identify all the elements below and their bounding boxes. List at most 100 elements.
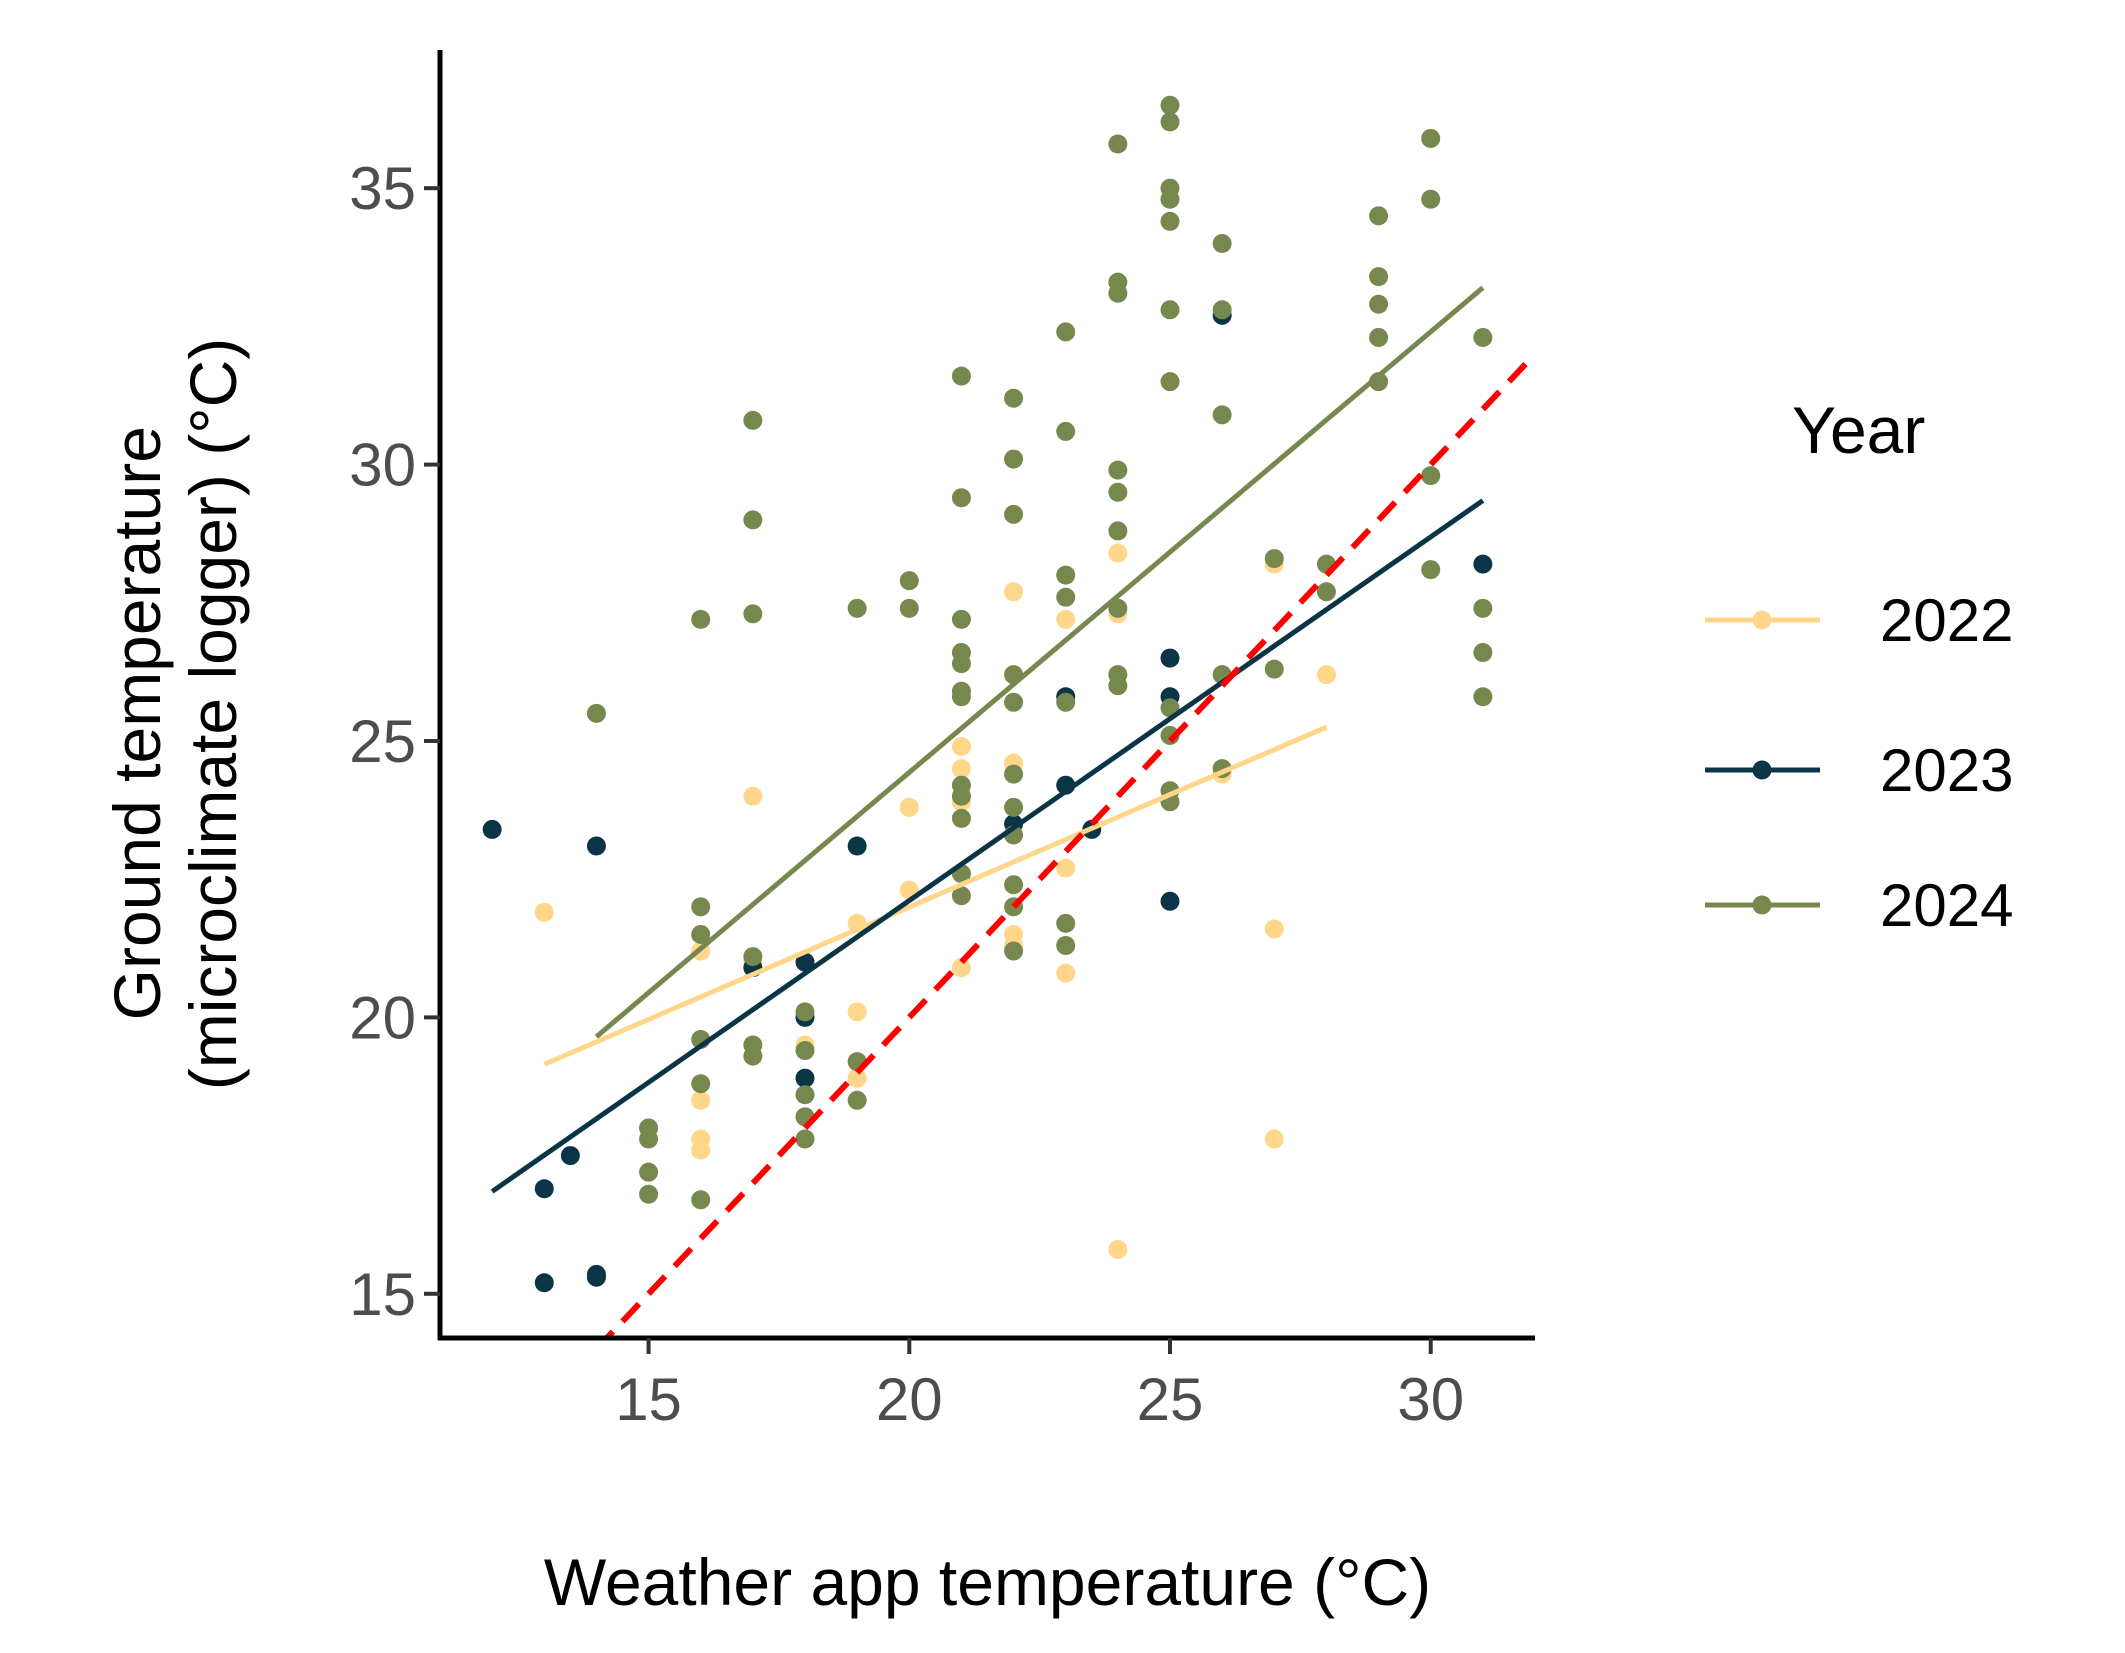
- data-point-2024: [1108, 283, 1128, 303]
- y-tick-label: 35: [349, 155, 416, 222]
- data-point-2024: [1160, 95, 1180, 115]
- data-point-2024: [1316, 582, 1336, 602]
- data-point-2023: [560, 1146, 580, 1166]
- data-point-2024: [1056, 565, 1076, 585]
- data-point-2024: [639, 1184, 659, 1204]
- data-point-2024: [1004, 941, 1024, 961]
- data-point-2022: [847, 1068, 867, 1088]
- data-point-2024: [586, 703, 606, 723]
- data-point-2022: [1056, 609, 1076, 629]
- x-tick-label: 15: [615, 1366, 682, 1433]
- data-point-2024: [1473, 327, 1493, 347]
- data-point-2023: [534, 1273, 554, 1293]
- y-tick-label: 25: [349, 708, 416, 775]
- data-point-2024: [1369, 294, 1389, 314]
- data-point-2024: [847, 1090, 867, 1110]
- trend-line-2024: [594, 285, 1485, 1039]
- data-point-2024: [1369, 267, 1389, 287]
- data-point-2022: [951, 759, 971, 779]
- data-point-2022: [1056, 963, 1076, 983]
- x-axis-title: Weather app temperature (°C): [544, 1545, 1431, 1619]
- data-point-2024: [1108, 676, 1128, 696]
- data-point-2024: [847, 598, 867, 618]
- plot-area: [482, 95, 1535, 1338]
- trend-line-2023: [490, 498, 1485, 1194]
- legend-key-point-2023: [1752, 760, 1772, 780]
- data-point-2024: [1004, 797, 1024, 817]
- y-axis-title-line-1: Ground temperature: [100, 426, 174, 1020]
- data-point-2024: [1108, 521, 1128, 541]
- data-point-2024: [1160, 211, 1180, 231]
- y-tick-label: 15: [349, 1261, 416, 1328]
- data-point-2024: [1160, 300, 1180, 320]
- data-point-2024: [1473, 687, 1493, 707]
- data-point-2024: [1004, 449, 1024, 469]
- y-tick-label: 30: [349, 432, 416, 499]
- data-point-2024: [691, 1074, 711, 1094]
- legend-label-2024: 2024: [1880, 872, 2013, 939]
- data-point-2022: [1108, 543, 1128, 563]
- data-point-2024: [951, 488, 971, 508]
- y-tick-label: 20: [349, 984, 416, 1051]
- data-point-2024: [1212, 233, 1232, 253]
- data-point-2024: [795, 1129, 815, 1149]
- data-point-2024: [1056, 692, 1076, 712]
- data-point-2022: [1056, 858, 1076, 878]
- data-point-2024: [899, 571, 919, 591]
- data-point-2024: [1421, 466, 1441, 486]
- data-point-2024: [639, 1162, 659, 1182]
- trend-line-2022: [543, 724, 1328, 1067]
- data-point-2024: [951, 808, 971, 828]
- data-point-2024: [1056, 421, 1076, 441]
- data-point-2024: [743, 510, 763, 530]
- legend-title: Year: [1792, 393, 1925, 467]
- data-point-2024: [795, 1002, 815, 1022]
- data-point-2024: [1004, 875, 1024, 895]
- data-point-2023: [1473, 554, 1493, 574]
- data-point-2023: [534, 1179, 554, 1199]
- data-point-2022: [899, 797, 919, 817]
- data-point-2022: [847, 1002, 867, 1022]
- data-point-2024: [1004, 764, 1024, 784]
- data-point-2024: [1004, 388, 1024, 408]
- data-point-2024: [1108, 598, 1128, 618]
- data-point-2024: [691, 1190, 711, 1210]
- data-point-2023: [1160, 891, 1180, 911]
- data-point-2022: [691, 1140, 711, 1160]
- data-point-2022: [1264, 1129, 1284, 1149]
- axes: 15 20 25 30 15 20 25 30 35: [349, 50, 1535, 1433]
- reference-line-1to1: [602, 351, 1535, 1338]
- data-point-2024: [951, 654, 971, 674]
- data-point-2024: [1056, 936, 1076, 956]
- data-point-2024: [743, 947, 763, 967]
- data-point-2024: [1108, 460, 1128, 480]
- data-point-2024: [1473, 643, 1493, 663]
- x-tick-label: 25: [1137, 1366, 1204, 1433]
- data-point-2023: [795, 1068, 815, 1088]
- data-point-2024: [1004, 504, 1024, 524]
- data-point-2022: [1316, 665, 1336, 685]
- data-point-2023: [586, 1264, 606, 1284]
- data-point-2024: [1056, 587, 1076, 607]
- data-point-2022: [534, 902, 554, 922]
- data-point-2022: [691, 1090, 711, 1110]
- legend-key-point-2022: [1752, 610, 1772, 630]
- data-point-2024: [951, 886, 971, 906]
- data-point-2024: [1421, 189, 1441, 209]
- data-point-2022: [951, 737, 971, 757]
- legend-key-point-2024: [1752, 895, 1772, 915]
- data-point-2024: [691, 897, 711, 917]
- data-point-2024: [1160, 112, 1180, 132]
- data-point-2024: [743, 604, 763, 624]
- data-point-2024: [1473, 598, 1493, 618]
- data-point-2024: [1212, 300, 1232, 320]
- data-point-2024: [795, 1085, 815, 1105]
- data-point-2024: [1369, 206, 1389, 226]
- data-point-2024: [691, 609, 711, 629]
- data-point-2024: [1369, 327, 1389, 347]
- data-point-2024: [951, 366, 971, 386]
- data-point-2023: [1160, 648, 1180, 668]
- data-point-2023: [482, 819, 502, 839]
- legend-label-2023: 2023: [1880, 737, 2013, 804]
